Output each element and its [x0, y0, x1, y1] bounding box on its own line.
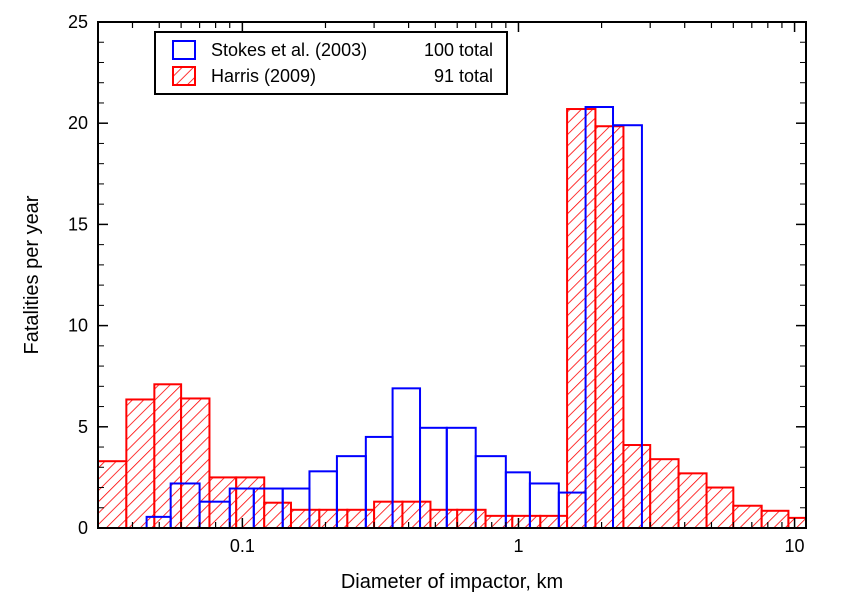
x-tick-label: 1: [513, 536, 523, 556]
legend-swatch-harris: [173, 67, 195, 85]
y-axis-label: Fatalities per year: [21, 195, 43, 354]
legend-label-stokes: Stokes et al. (2003): [211, 40, 367, 60]
legend: Stokes et al. (2003) 100 total Harris (200…: [155, 32, 507, 94]
y-tick-label: 0: [78, 518, 88, 538]
y-tick-label: 10: [68, 316, 88, 336]
legend-label-harris: Harris (2009): [211, 66, 316, 86]
y-tick-label: 25: [68, 12, 88, 32]
legend-total-stokes: 100 total: [424, 40, 493, 60]
y-tick-label: 20: [68, 113, 88, 133]
y-tick-label: 5: [78, 417, 88, 437]
fatalities-histogram: 0.1 1 10 0 5 10 15 20 25 Diameter of impactor, km…: [0, 0, 842, 616]
chart-svg: 0.1 1 10 0 5 10 15 20 25 Diameter of impactor, km…: [0, 0, 842, 616]
x-tick-label: 10: [785, 536, 805, 556]
y-tick-label: 15: [68, 214, 88, 234]
x-axis-label: Diameter of impactor, km: [341, 571, 563, 593]
x-tick-label: 0.1: [230, 536, 255, 556]
legend-total-harris: 91 total: [434, 66, 493, 86]
